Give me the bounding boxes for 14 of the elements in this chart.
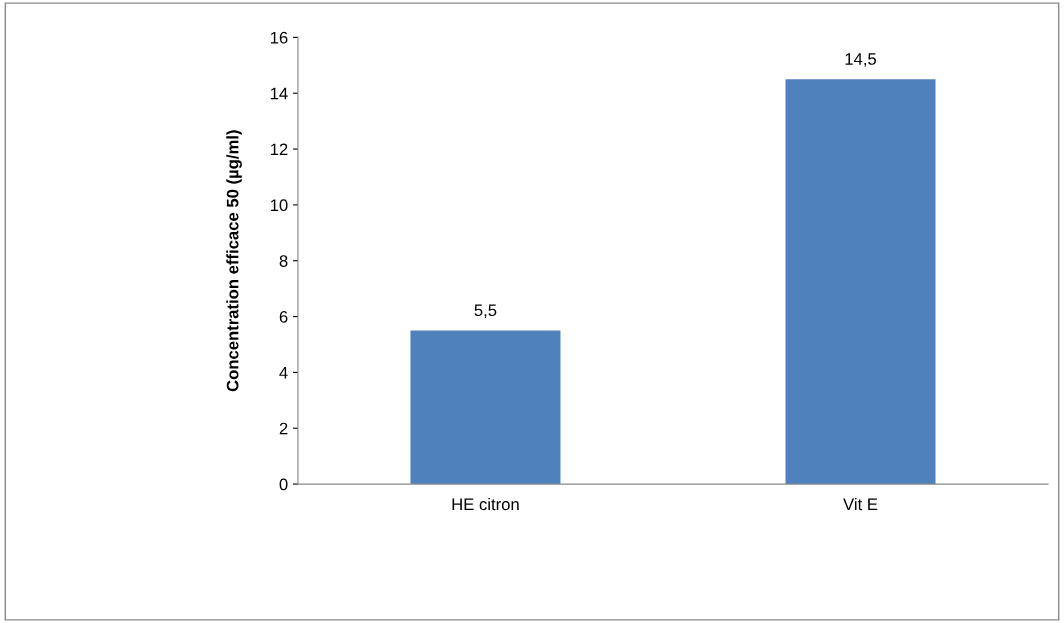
data-label: 14,5 bbox=[845, 53, 877, 67]
y-tick-label: 12 bbox=[270, 143, 288, 156]
y-axis-title: Concentration efficace 50 (µg/ml) bbox=[226, 130, 242, 392]
y-tick-label: 0 bbox=[279, 478, 288, 491]
y-tick-label: 10 bbox=[270, 199, 288, 212]
y-tick-label: 14 bbox=[270, 87, 288, 100]
x-tick-label: Vit E bbox=[843, 497, 878, 511]
y-tick-label: 4 bbox=[279, 366, 288, 379]
y-tick-label: 16 bbox=[270, 31, 288, 44]
y-tick-label: 6 bbox=[279, 310, 288, 323]
y-tick-label: 2 bbox=[279, 422, 288, 435]
data-label: 5,5 bbox=[474, 304, 497, 319]
y-tick-label: 8 bbox=[279, 255, 288, 267]
x-tick-label: HE citron bbox=[452, 497, 519, 511]
